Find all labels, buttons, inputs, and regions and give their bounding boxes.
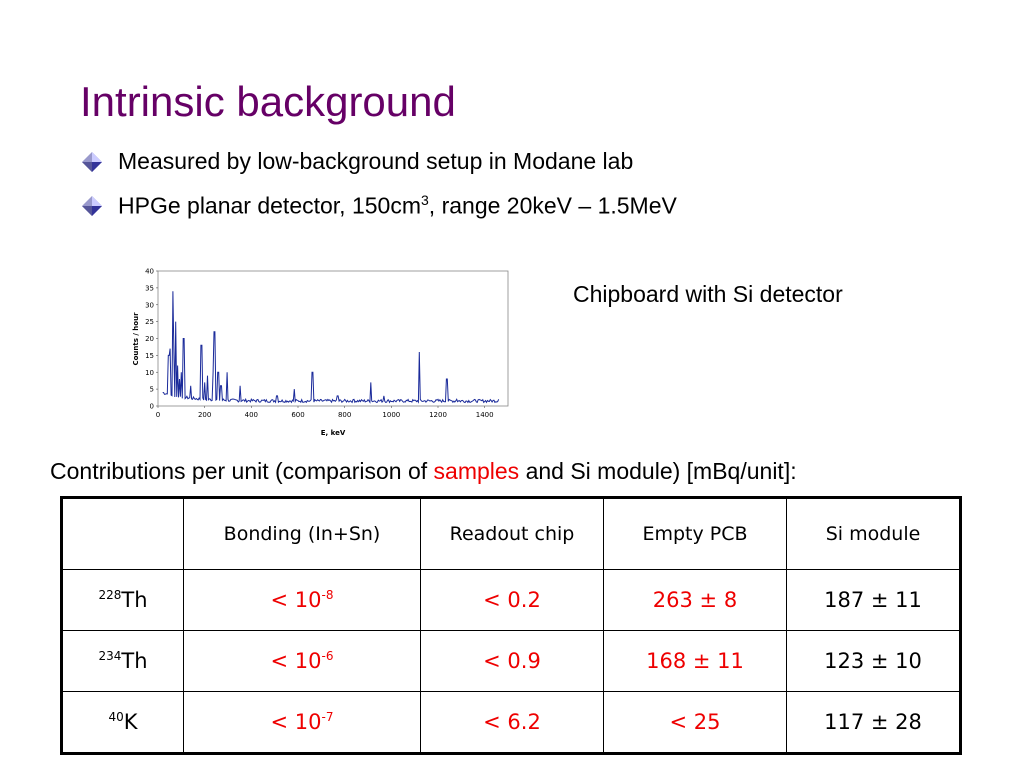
y-tick-label: 0: [150, 403, 154, 411]
diamond-bullet-icon: [82, 151, 102, 172]
bullet-item: Measured by low-background setup in Moda…: [80, 148, 633, 175]
header-cell: Empty PCB: [603, 497, 787, 570]
bonding-cell: < 10-8: [183, 569, 421, 631]
slide-title: Intrinsic background: [80, 78, 456, 125]
table-header-row: Bonding (In+Sn) Readout chip Empty PCB S…: [61, 497, 961, 570]
header-cell: Bonding (In+Sn): [183, 497, 421, 570]
y-tick-label: 35: [145, 284, 154, 292]
y-axis-label: Counts / hour: [132, 312, 140, 366]
bullet-text: HPGe planar detector, 150cm3, range 20ke…: [118, 192, 677, 219]
y-tick-label: 10: [145, 369, 154, 377]
si-module-cell: 123 ± 10: [786, 630, 961, 692]
header-cell: Si module: [786, 497, 961, 570]
x-tick-label: 1400: [476, 411, 494, 419]
bullet-text: Measured by low-background setup in Moda…: [118, 148, 634, 174]
table-row: 40K < 10-7 < 6.2 < 25 117 ± 28: [61, 691, 961, 754]
table-row: 228Th < 10-8 < 0.2 263 ± 8 187 ± 11: [61, 569, 961, 631]
isotope-cell: 40K: [61, 691, 184, 754]
bonding-cell: < 10-7: [183, 691, 421, 754]
x-tick-label: 200: [198, 411, 211, 419]
isotope-cell: 234Th: [61, 630, 184, 692]
y-tick-label: 30: [145, 301, 154, 309]
x-tick-label: 0: [156, 411, 160, 419]
contributions-heading: Contributions per unit (comparison of sa…: [50, 458, 797, 484]
header-cell: [61, 497, 184, 570]
y-tick-label: 25: [145, 318, 154, 326]
x-tick-label: 1000: [382, 411, 400, 419]
header-cell: Readout chip: [420, 497, 604, 570]
table-row: 234Th < 10-6 < 0.9 168 ± 11 123 ± 10: [61, 630, 961, 692]
chart-caption: Chipboard with Si detector: [573, 281, 843, 307]
y-tick-label: 5: [150, 386, 154, 394]
readout-chip-cell: < 0.9: [420, 630, 604, 692]
si-module-cell: 117 ± 28: [786, 691, 961, 754]
y-tick-label: 40: [145, 268, 154, 276]
bullet-item: HPGe planar detector, 150cm3, range 20ke…: [80, 192, 677, 220]
x-tick-label: 600: [291, 411, 304, 419]
x-axis-label: E, keV: [321, 429, 346, 437]
plot-area: [157, 270, 509, 407]
isotope-cell: 228Th: [61, 569, 184, 631]
x-tick-label: 800: [338, 411, 351, 419]
si-module-cell: 187 ± 11: [786, 569, 961, 631]
bonding-cell: < 10-6: [183, 630, 421, 692]
empty-pcb-cell: 168 ± 11: [603, 630, 787, 692]
spectrum-series-line: [162, 291, 500, 404]
y-tick-label: 15: [145, 352, 154, 360]
readout-chip-cell: < 0.2: [420, 569, 604, 631]
x-tick-label: 400: [245, 411, 258, 419]
y-tick-label: 20: [145, 335, 154, 343]
contributions-table: Bonding (In+Sn) Readout chip Empty PCB S…: [60, 496, 962, 755]
x-tick-label: 1200: [429, 411, 447, 419]
readout-chip-cell: < 6.2: [420, 691, 604, 754]
diamond-bullet-icon: [82, 195, 102, 216]
empty-pcb-cell: < 25: [603, 691, 787, 754]
spectrum-chart: 0 5 10 15 20 25 30 35 40 0 200 400 600 800 1000 1200 14…: [132, 268, 509, 437]
empty-pcb-cell: 263 ± 8: [603, 569, 787, 631]
